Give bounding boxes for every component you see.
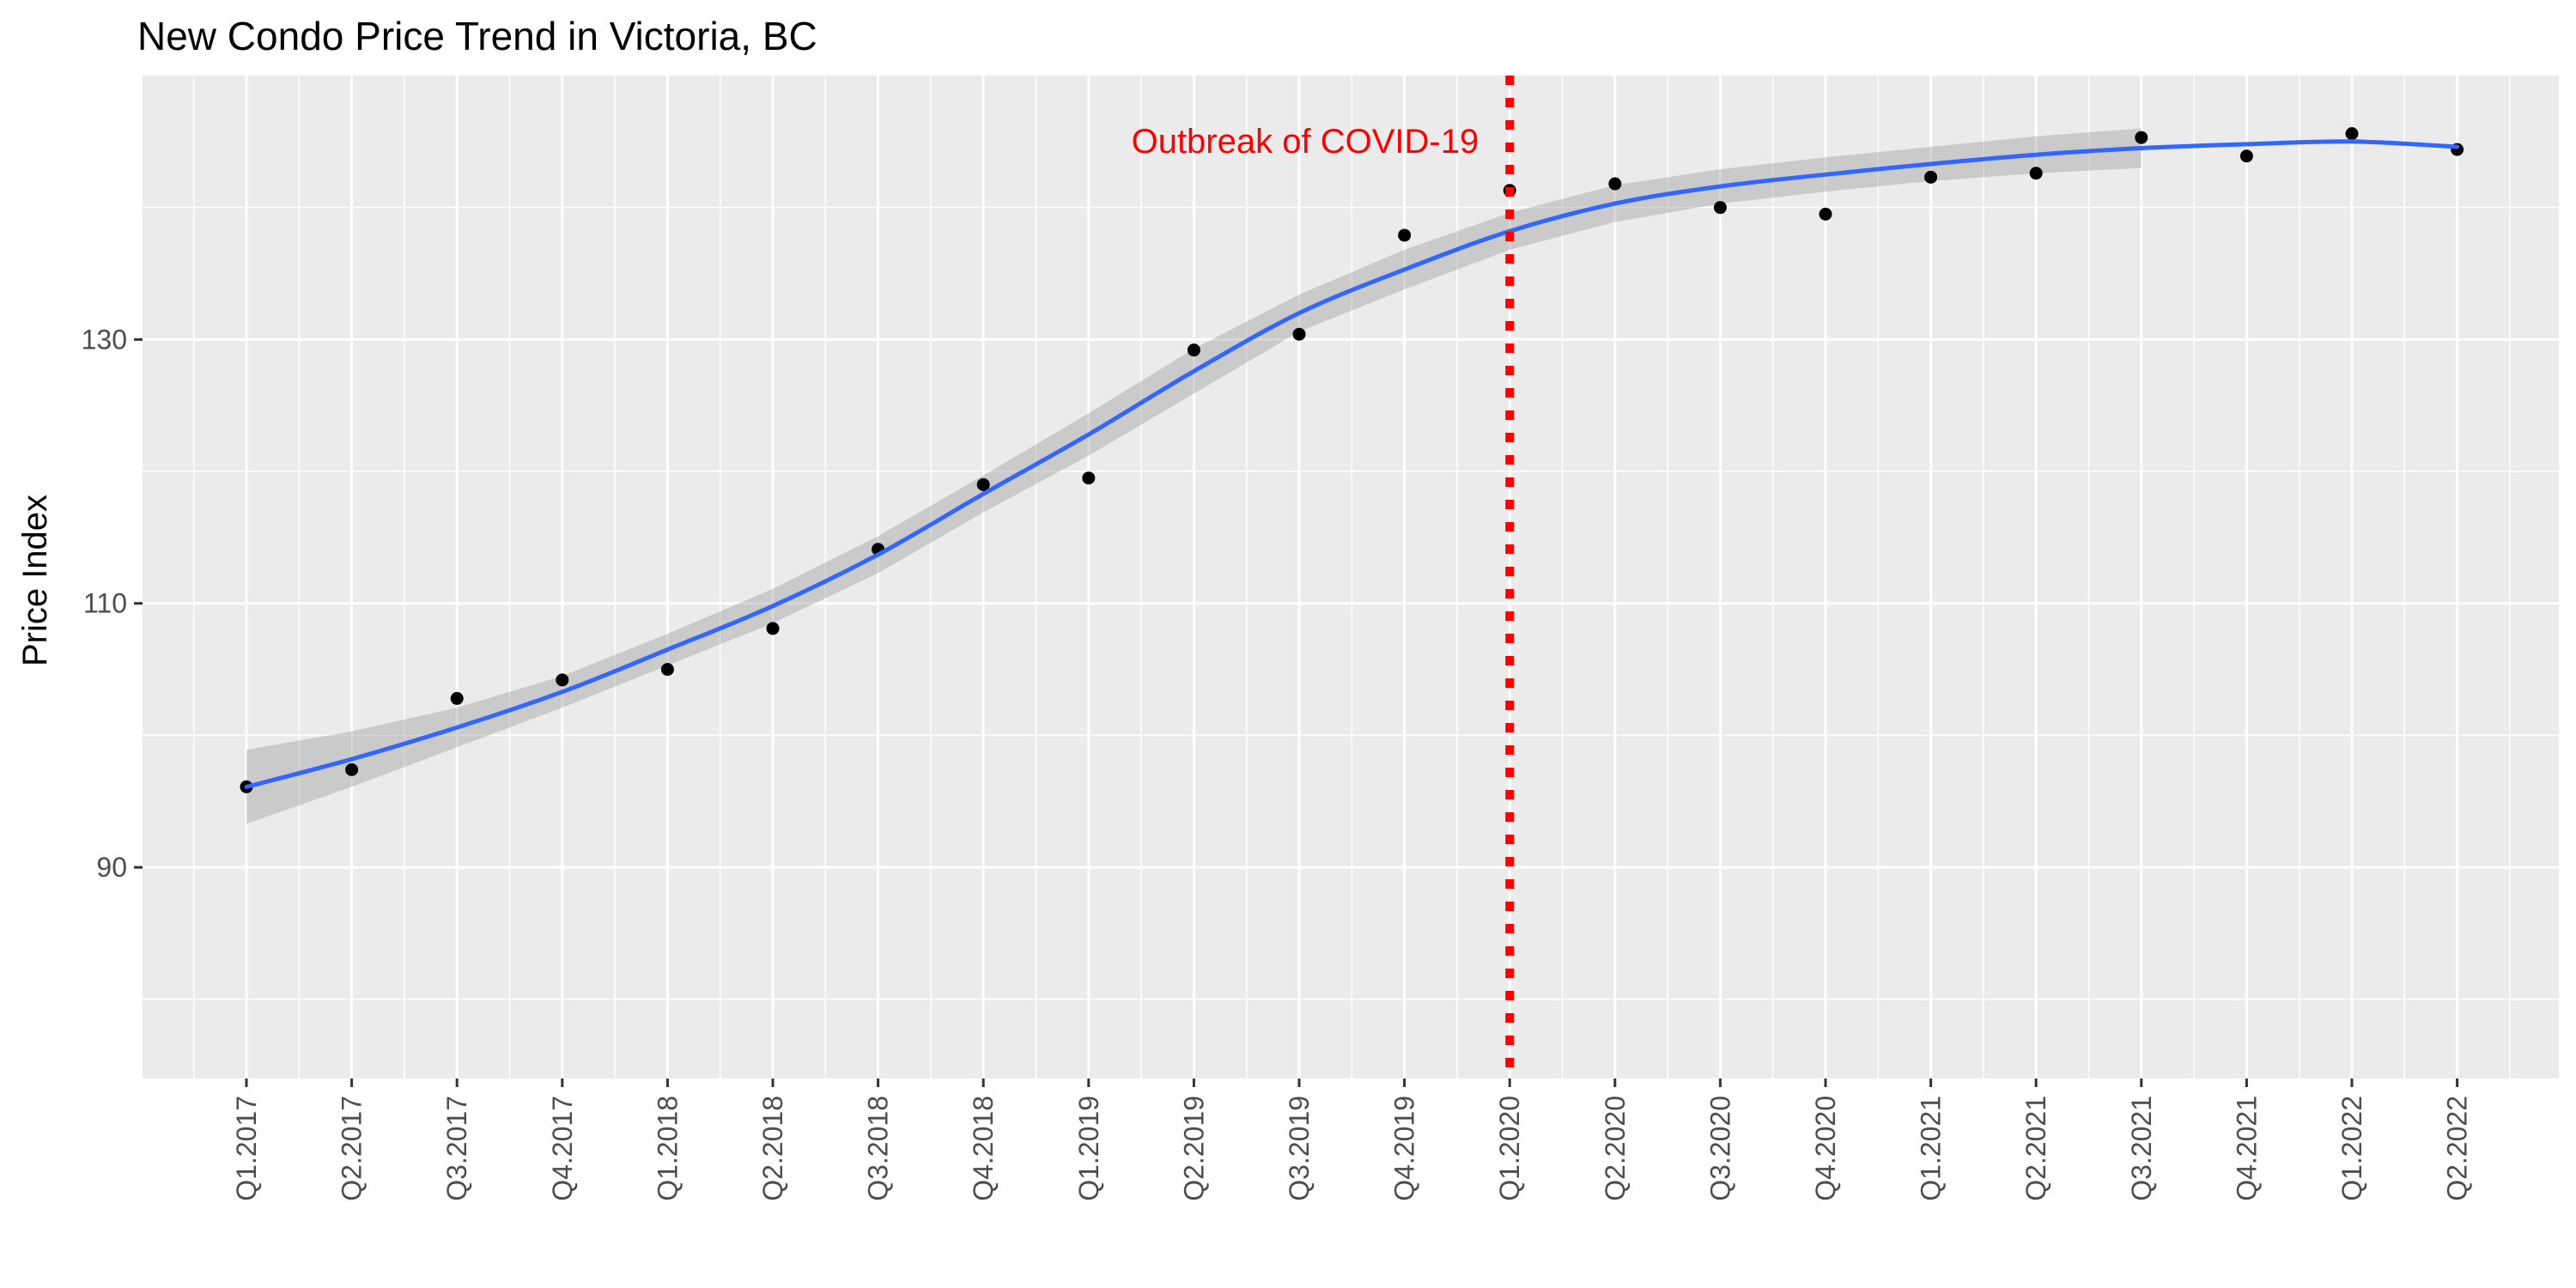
data-point <box>766 622 780 635</box>
x-tick-label: Q2.2020 <box>1600 1096 1631 1201</box>
x-tick-label: Q1.2017 <box>231 1096 262 1201</box>
data-point <box>976 477 990 491</box>
covid-annotation: Outbreak of COVID-19 <box>1132 123 1479 161</box>
x-tick-label: Q3.2018 <box>863 1096 894 1201</box>
y-axis-label: Price Index <box>16 495 54 666</box>
x-tick-label: Q2.2021 <box>2020 1096 2051 1201</box>
data-point <box>1713 201 1727 215</box>
x-tick-label: Q1.2022 <box>2336 1096 2367 1201</box>
x-tick-label: Q1.2021 <box>1916 1096 1947 1201</box>
data-point <box>2239 149 2253 163</box>
x-tick-label: Q3.2017 <box>441 1096 472 1201</box>
x-tick-label: Q4.2017 <box>547 1096 578 1201</box>
data-point <box>2029 167 2043 180</box>
data-point <box>1292 327 1306 341</box>
x-tick-label: Q4.2018 <box>968 1096 999 1201</box>
x-tick-label: Q2.2019 <box>1178 1096 1209 1201</box>
grid-minor <box>143 76 2559 1078</box>
data-point <box>556 673 569 687</box>
x-tick-label: Q4.2021 <box>2231 1096 2262 1201</box>
data-point <box>1608 177 1622 191</box>
x-axis: Q1.2017 Q2.2017 Q3.2017 Q4.2017 Q1.2018 Q2.20… <box>231 1078 2473 1201</box>
grid-major <box>143 76 2559 1078</box>
plot-panel <box>143 76 2559 1078</box>
data-point <box>450 691 464 705</box>
y-tick-label: 110 <box>83 588 127 619</box>
smooth-line <box>244 139 2460 789</box>
data-point <box>1187 343 1200 357</box>
x-tick-label: Q2.2017 <box>337 1096 368 1201</box>
x-tick-label: Q1.2019 <box>1073 1096 1104 1201</box>
x-tick-label: Q2.2018 <box>757 1096 788 1201</box>
x-tick-label: Q2.2022 <box>2442 1096 2473 1201</box>
x-tick-label: Q1.2020 <box>1494 1096 1525 1201</box>
data-point <box>1924 170 1938 184</box>
data-point <box>345 762 359 776</box>
data-point <box>2135 131 2148 144</box>
chart-title: New Condo Price Trend in Victoria, BC <box>137 14 817 58</box>
data-point <box>2345 127 2359 141</box>
x-tick-label: Q3.2021 <box>2126 1096 2157 1201</box>
x-tick-label: Q4.2020 <box>1810 1096 1841 1201</box>
y-tick-label: 90 <box>96 852 127 883</box>
x-tick-label: Q4.2019 <box>1389 1096 1420 1201</box>
y-tick-label: 130 <box>82 324 127 355</box>
data-point <box>1082 471 1096 485</box>
confidence-band <box>246 128 2142 824</box>
data-point <box>1398 228 1412 242</box>
data-point <box>660 663 674 677</box>
x-tick-label: Q3.2020 <box>1704 1096 1735 1201</box>
data-point <box>1819 207 1832 221</box>
y-axis: 90 110 130 <box>82 324 143 883</box>
x-tick-label: Q3.2019 <box>1284 1096 1315 1201</box>
x-tick-label: Q1.2018 <box>652 1096 683 1201</box>
